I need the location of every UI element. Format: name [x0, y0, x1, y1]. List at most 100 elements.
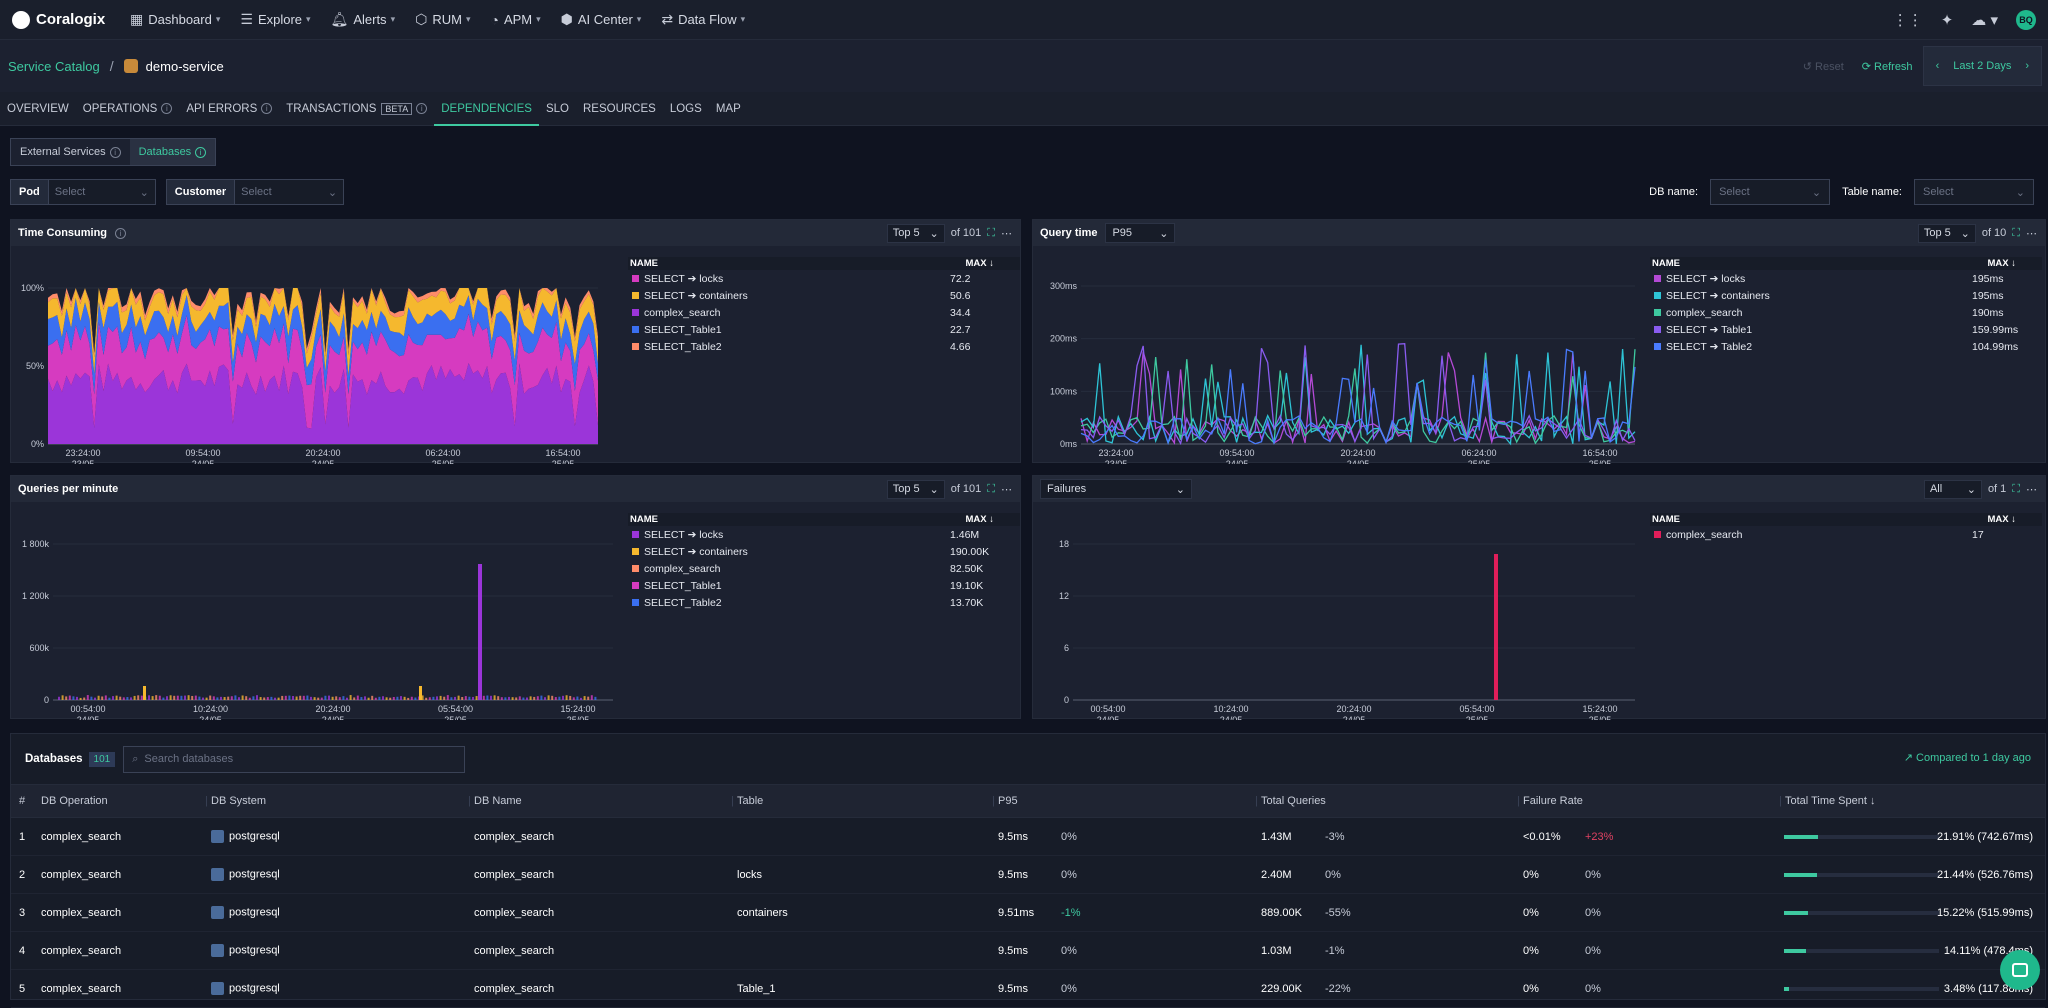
- pod-select[interactable]: Select⌄: [49, 180, 155, 204]
- tab-overview[interactable]: OVERVIEW: [0, 92, 76, 126]
- column-header-0[interactable]: #: [19, 795, 25, 807]
- x-tick-date: 24/05: [77, 715, 100, 720]
- top-n-select[interactable]: Top 5⌄: [1918, 224, 1976, 243]
- tab-slo[interactable]: SLO: [539, 92, 576, 126]
- expand-icon[interactable]: ⛶: [987, 483, 995, 496]
- top-n-select[interactable]: All⌄: [1924, 480, 1982, 499]
- tab-map[interactable]: MAP: [709, 92, 748, 126]
- column-header-4[interactable]: Table: [737, 795, 763, 807]
- chat-support-button[interactable]: [2000, 950, 2040, 990]
- expand-icon[interactable]: ⛶: [2012, 227, 2020, 240]
- x-tick-label: 20:24:00: [1340, 448, 1375, 458]
- brand-logo[interactable]: Coralogix: [12, 11, 116, 29]
- info-icon[interactable]: i: [416, 103, 427, 114]
- nav-item-data-flow[interactable]: ⇄Data Flow▾: [661, 11, 745, 28]
- apps-grid-icon[interactable]: ⋮⋮: [1893, 11, 1923, 29]
- refresh-button[interactable]: ⟳ Refresh: [1862, 60, 1913, 73]
- column-separator[interactable]: |: [1517, 795, 1520, 807]
- top-n-select[interactable]: Top 5⌄: [887, 480, 945, 499]
- column-separator[interactable]: |: [731, 795, 734, 807]
- chevron-down-icon: ⌄: [1812, 186, 1821, 199]
- time-range-picker[interactable]: ‹ Last 2 Days ›: [1923, 46, 2042, 86]
- more-icon[interactable]: ⋯: [2026, 483, 2037, 496]
- column-separator[interactable]: |: [468, 795, 471, 807]
- compared-to-link[interactable]: ↗ Compared to 1 day ago: [1904, 751, 2031, 764]
- tab-logs[interactable]: LOGS: [663, 92, 709, 126]
- tab-dependencies[interactable]: DEPENDENCIES: [434, 92, 539, 126]
- column-separator[interactable]: |: [992, 795, 995, 807]
- nav-item-dashboard[interactable]: ▦Dashboard▾: [130, 11, 220, 28]
- tab-resources[interactable]: RESOURCES: [576, 92, 663, 126]
- top-n-select[interactable]: Top 5⌄: [887, 224, 945, 243]
- next-range-icon[interactable]: ›: [2025, 60, 2029, 72]
- info-icon[interactable]: i: [161, 103, 172, 114]
- bar: [98, 696, 100, 700]
- column-separator[interactable]: |: [1255, 795, 1258, 807]
- nav-item-ai-center[interactable]: ⬢AI Center▾: [561, 11, 642, 28]
- column-header-8[interactable]: Total Time Spent ↓: [1785, 795, 1876, 807]
- customer-select[interactable]: Select⌄: [235, 180, 343, 204]
- reset-button[interactable]: ↺ Reset: [1803, 60, 1844, 73]
- column-separator[interactable]: |: [205, 795, 208, 807]
- prev-range-icon[interactable]: ‹: [1936, 60, 1940, 72]
- nav-item-explore[interactable]: ☰Explore▾: [240, 11, 310, 28]
- search-databases-input[interactable]: ⌕Search databases: [123, 746, 465, 773]
- nav-item-apm[interactable]: ◔APM▾: [490, 12, 540, 28]
- column-header-5[interactable]: P95: [998, 795, 1018, 807]
- column-header-2[interactable]: DB System: [211, 795, 266, 807]
- db-name-select[interactable]: Select⌄: [1710, 179, 1830, 205]
- more-icon[interactable]: ⋯: [1001, 483, 1012, 496]
- column-header-3[interactable]: DB Name: [474, 795, 522, 807]
- db-operation: complex_search: [41, 983, 121, 995]
- expand-icon[interactable]: ⛶: [2012, 483, 2020, 496]
- info-icon[interactable]: i: [261, 103, 272, 114]
- column-header-1[interactable]: DB Operation: [41, 795, 108, 807]
- ai-sparkle-icon[interactable]: ✦: [1941, 11, 1954, 29]
- info-icon[interactable]: i: [110, 147, 121, 158]
- column-separator[interactable]: |: [1779, 795, 1782, 807]
- more-icon[interactable]: ⋯: [1001, 227, 1012, 240]
- expand-icon[interactable]: ⛶: [987, 227, 995, 240]
- column-header-7[interactable]: Failure Rate: [1523, 795, 1583, 807]
- table-name-select[interactable]: Select⌄: [1914, 179, 2034, 205]
- breadcrumb-service-catalog[interactable]: Service Catalog: [8, 59, 100, 74]
- bar: [130, 697, 132, 700]
- nav-item-rum[interactable]: ⬡RUM▾: [415, 11, 470, 28]
- info-icon[interactable]: i: [195, 147, 206, 158]
- more-icon[interactable]: ⋯: [2026, 227, 2037, 240]
- avatar[interactable]: BQ: [2016, 10, 2036, 30]
- bar: [62, 695, 64, 700]
- cloud-menu-icon[interactable]: ☁ ▾: [1971, 11, 1998, 29]
- metric-select[interactable]: Failures⌄: [1040, 479, 1192, 499]
- aggregation-select[interactable]: P95⌄: [1105, 223, 1175, 243]
- column-header-6[interactable]: Total Queries: [1261, 795, 1326, 807]
- nav-item-alerts[interactable]: 🔔︎Alerts▾: [331, 11, 396, 28]
- info-icon[interactable]: i: [115, 228, 126, 239]
